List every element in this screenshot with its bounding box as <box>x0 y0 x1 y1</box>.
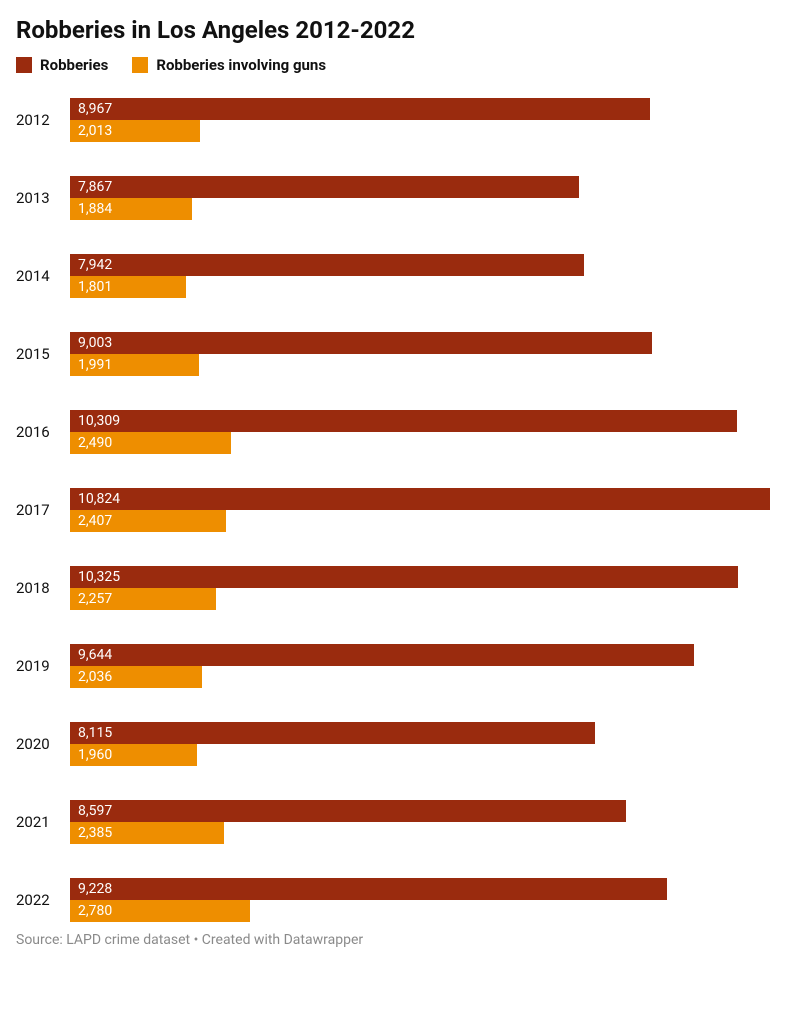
bar-value-guns: 2,385 <box>78 825 112 841</box>
bar-group: 9,003 1,991 <box>70 332 770 376</box>
bar-value-guns: 2,407 <box>78 513 112 529</box>
bar-robberies: 9,644 <box>70 644 694 666</box>
legend-item-robberies: Robberies <box>16 56 108 74</box>
bar-group: 7,867 1,884 <box>70 176 770 220</box>
chart-row: 2021 8,597 2,385 <box>16 800 770 844</box>
bar-value-guns: 1,801 <box>78 279 112 295</box>
chart-title: Robberies in Los Angeles 2012-2022 <box>16 16 770 44</box>
legend-swatch-robberies <box>16 57 32 73</box>
year-label: 2021 <box>16 813 70 831</box>
chart-area: 2012 8,967 2,013 2013 7,867 1,884 2014 7,942 1,8… <box>16 98 770 922</box>
bar-robberies: 7,867 <box>70 176 579 198</box>
chart-row: 2015 9,003 1,991 <box>16 332 770 376</box>
bar-value-robberies: 9,228 <box>78 881 112 897</box>
bar-value-guns: 2,780 <box>78 903 112 919</box>
bar-value-robberies: 10,325 <box>78 569 120 585</box>
bar-robberies: 9,003 <box>70 332 652 354</box>
bar-robberies: 8,967 <box>70 98 650 120</box>
bar-value-robberies: 8,967 <box>78 101 112 117</box>
year-label: 2012 <box>16 111 70 129</box>
bar-group: 7,942 1,801 <box>70 254 770 298</box>
year-label: 2014 <box>16 267 70 285</box>
bar-group: 8,967 2,013 <box>70 98 770 142</box>
bar-group: 9,228 2,780 <box>70 878 770 922</box>
bar-robberies: 10,325 <box>70 566 738 588</box>
year-label: 2019 <box>16 657 70 675</box>
chart-row: 2018 10,325 2,257 <box>16 566 770 610</box>
bar-group: 8,115 1,960 <box>70 722 770 766</box>
bar-value-robberies: 10,824 <box>78 491 120 507</box>
chart-row: 2012 8,967 2,013 <box>16 98 770 142</box>
bar-guns: 2,490 <box>70 432 231 454</box>
legend-swatch-guns <box>132 57 148 73</box>
chart-row: 2013 7,867 1,884 <box>16 176 770 220</box>
bar-value-guns: 1,960 <box>78 747 112 763</box>
year-label: 2020 <box>16 735 70 753</box>
year-label: 2015 <box>16 345 70 363</box>
chart-row: 2020 8,115 1,960 <box>16 722 770 766</box>
chart-row: 2014 7,942 1,801 <box>16 254 770 298</box>
bar-value-robberies: 10,309 <box>78 413 120 429</box>
chart-row: 2019 9,644 2,036 <box>16 644 770 688</box>
bar-value-guns: 1,884 <box>78 201 112 217</box>
bar-robberies: 8,115 <box>70 722 595 744</box>
bar-group: 8,597 2,385 <box>70 800 770 844</box>
legend-label-guns: Robberies involving guns <box>156 56 326 74</box>
bar-value-guns: 1,991 <box>78 357 112 373</box>
bar-robberies: 10,824 <box>70 488 770 510</box>
chart-row: 2017 10,824 2,407 <box>16 488 770 532</box>
bar-guns: 1,884 <box>70 198 192 220</box>
year-label: 2018 <box>16 579 70 597</box>
year-label: 2017 <box>16 501 70 519</box>
bar-guns: 2,780 <box>70 900 250 922</box>
bar-robberies: 7,942 <box>70 254 584 276</box>
bar-robberies: 10,309 <box>70 410 737 432</box>
bar-value-guns: 2,013 <box>78 123 112 139</box>
bar-guns: 2,257 <box>70 588 216 610</box>
bar-guns: 1,991 <box>70 354 199 376</box>
bar-value-robberies: 9,644 <box>78 647 112 663</box>
legend: Robberies Robberies involving guns <box>16 56 770 74</box>
bar-guns: 2,407 <box>70 510 226 532</box>
bar-value-guns: 2,036 <box>78 669 112 685</box>
bar-guns: 1,960 <box>70 744 197 766</box>
bar-guns: 2,013 <box>70 120 200 142</box>
bar-group: 10,325 2,257 <box>70 566 770 610</box>
legend-item-guns: Robberies involving guns <box>132 56 326 74</box>
bar-value-robberies: 8,115 <box>78 725 112 741</box>
bar-group: 9,644 2,036 <box>70 644 770 688</box>
bar-value-guns: 2,490 <box>78 435 112 451</box>
bar-guns: 2,385 <box>70 822 224 844</box>
chart-footer: Source: LAPD crime dataset • Created wit… <box>16 932 770 948</box>
year-label: 2022 <box>16 891 70 909</box>
bar-group: 10,309 2,490 <box>70 410 770 454</box>
legend-label-robberies: Robberies <box>40 56 108 74</box>
chart-row: 2022 9,228 2,780 <box>16 878 770 922</box>
bar-guns: 1,801 <box>70 276 186 298</box>
bar-robberies: 9,228 <box>70 878 667 900</box>
bar-robberies: 8,597 <box>70 800 626 822</box>
year-label: 2016 <box>16 423 70 441</box>
bar-value-robberies: 8,597 <box>78 803 112 819</box>
chart-row: 2016 10,309 2,490 <box>16 410 770 454</box>
bar-value-robberies: 7,867 <box>78 179 112 195</box>
bar-value-robberies: 9,003 <box>78 335 112 351</box>
bar-group: 10,824 2,407 <box>70 488 770 532</box>
bar-value-guns: 2,257 <box>78 591 112 607</box>
bar-value-robberies: 7,942 <box>78 257 112 273</box>
year-label: 2013 <box>16 189 70 207</box>
bar-guns: 2,036 <box>70 666 202 688</box>
